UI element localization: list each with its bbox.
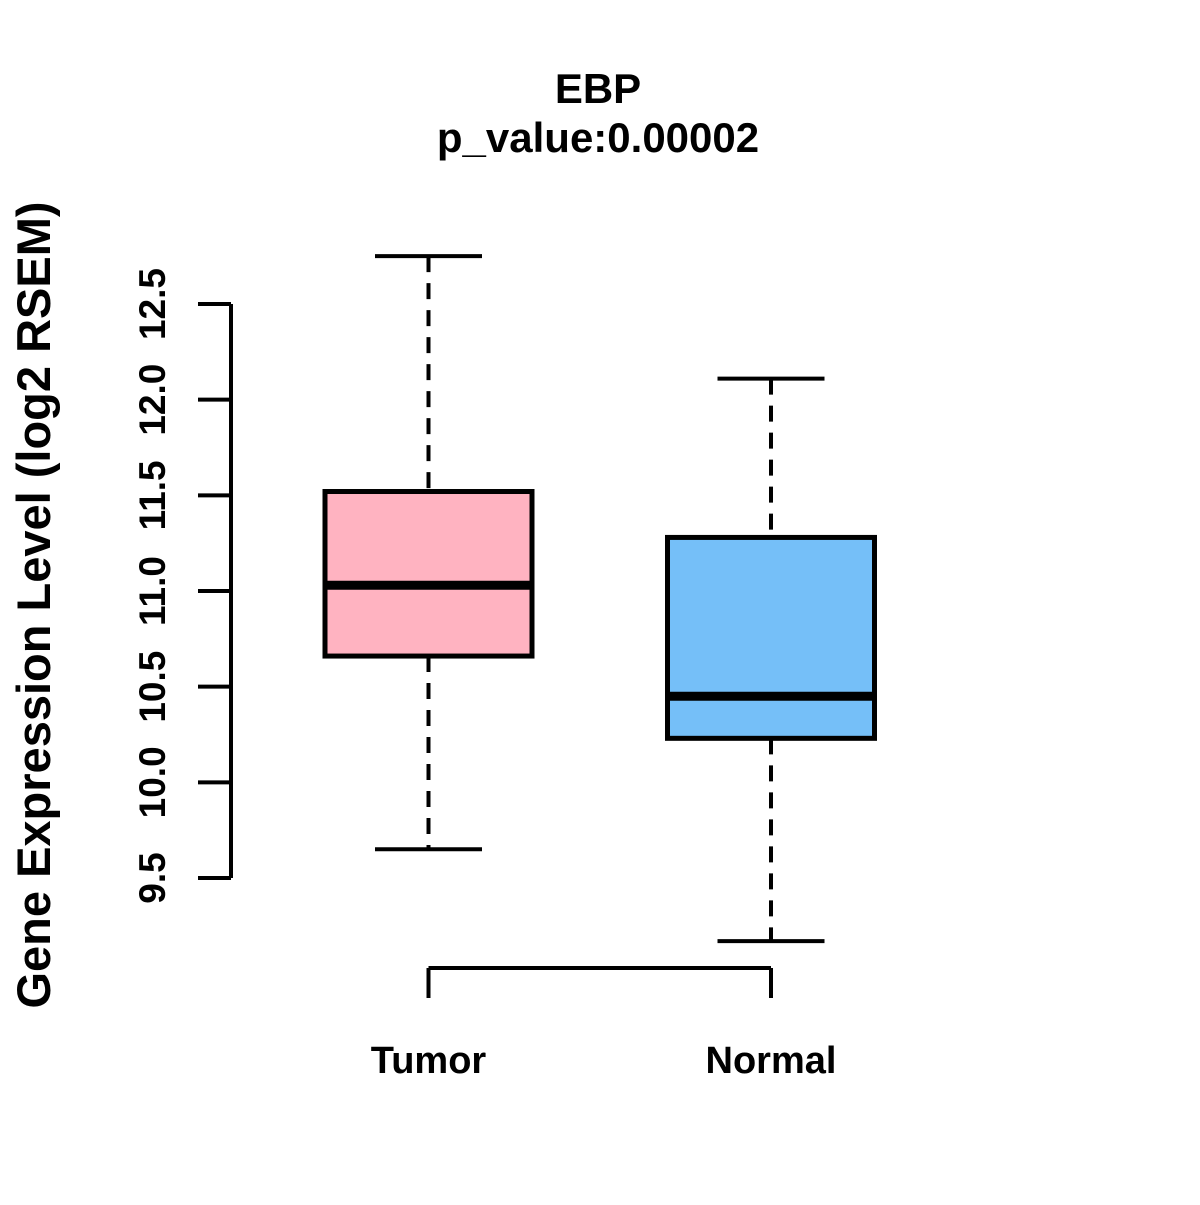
y-tick-label: 12.5 bbox=[132, 268, 173, 340]
y-tick-label: 10.5 bbox=[132, 651, 173, 723]
iqr-box bbox=[322, 489, 535, 659]
boxes bbox=[322, 254, 877, 944]
box-group-tumor bbox=[322, 254, 535, 852]
x-category-label: Normal bbox=[706, 1040, 837, 1082]
y-tick-label: 10.0 bbox=[132, 746, 173, 818]
x-category-label: Tumor bbox=[371, 1040, 487, 1082]
y-axis: 9.5 10.0 10.5 11.0 11.5 12.0 12.5 bbox=[132, 268, 233, 904]
y-tick-label: 12.0 bbox=[132, 364, 173, 436]
chart-title: EBP bbox=[555, 65, 641, 112]
y-tick-label: 11.0 bbox=[132, 556, 173, 626]
iqr-box bbox=[665, 534, 877, 741]
x-axis: Tumor Normal bbox=[371, 966, 837, 1082]
box-group-normal bbox=[665, 376, 877, 944]
y-tick-label: 9.5 bbox=[132, 852, 173, 903]
chart-subtitle: p_value:0.00002 bbox=[437, 114, 759, 161]
y-axis-title: Gene Expression Level (log2 RSEM) bbox=[7, 201, 60, 1008]
y-tick-label: 11.5 bbox=[132, 460, 173, 530]
